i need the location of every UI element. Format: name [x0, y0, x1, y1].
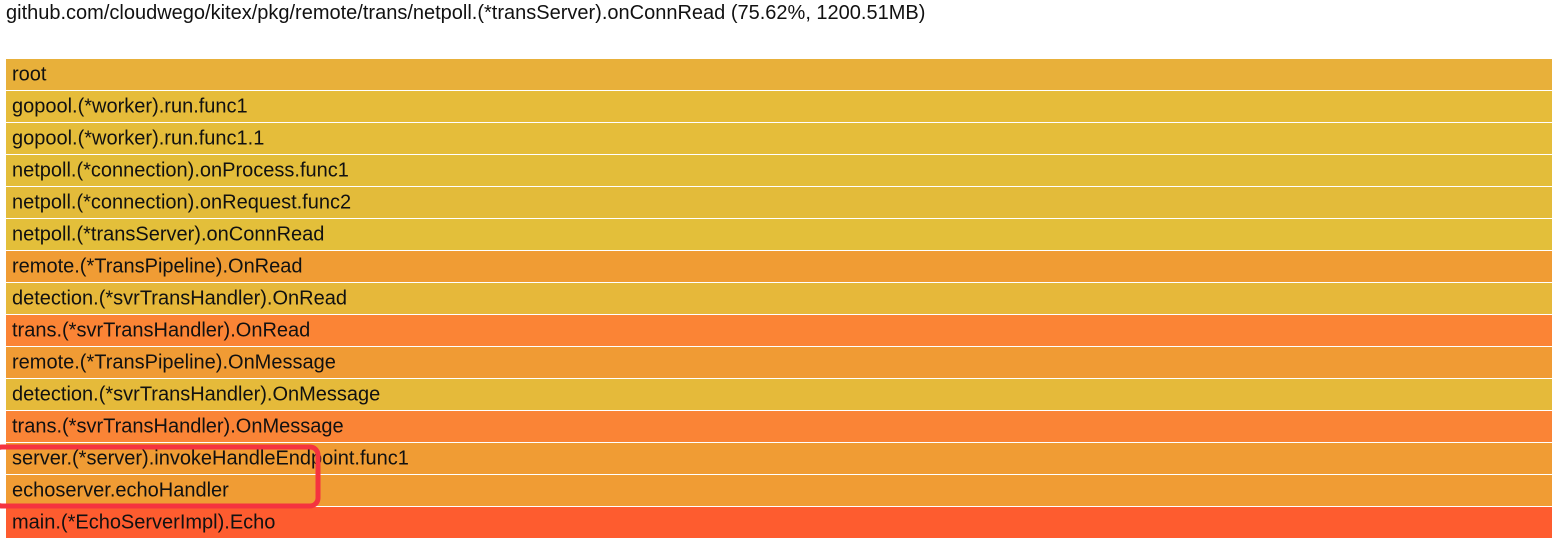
frame-label[interactable]: remote.(*TransPipeline).OnMessage	[12, 351, 336, 373]
frame[interactable]: netpoll.(*connection).onRequest.func2	[6, 187, 1552, 218]
frame-bar[interactable]	[6, 219, 1552, 250]
header-title: github.com/cloudwego/kitex/pkg/remote/tr…	[6, 2, 926, 24]
frame-bar[interactable]	[6, 283, 1552, 314]
frame[interactable]: remote.(*TransPipeline).OnMessage	[6, 347, 1552, 378]
frame-label[interactable]: main.(*EchoServerImpl).Echo	[12, 511, 275, 533]
frame-bar[interactable]	[6, 411, 1552, 442]
frame[interactable]: gopool.(*worker).run.func1	[6, 91, 1552, 122]
frame-label[interactable]: gopool.(*worker).run.func1	[12, 95, 248, 117]
frame-label[interactable]: detection.(*svrTransHandler).OnMessage	[12, 383, 380, 405]
frame[interactable]: main.(*EchoServerImpl).Echo	[6, 507, 1552, 538]
frame-label[interactable]: netpoll.(*connection).onRequest.func2	[12, 191, 351, 213]
frame-label[interactable]: root	[12, 63, 47, 85]
frame[interactable]: netpoll.(*connection).onProcess.func1	[6, 155, 1552, 186]
frame-bar[interactable]	[6, 91, 1552, 122]
frame[interactable]: detection.(*svrTransHandler).OnMessage	[6, 379, 1552, 410]
frame-bar[interactable]	[6, 187, 1552, 218]
frame-bar[interactable]	[6, 251, 1552, 282]
frame-bar[interactable]	[6, 155, 1552, 186]
frame[interactable]: detection.(*svrTransHandler).OnRead	[6, 283, 1552, 314]
frame-label[interactable]: trans.(*svrTransHandler).OnRead	[12, 319, 310, 341]
frame-bar[interactable]	[6, 123, 1552, 154]
frame-bar[interactable]	[6, 59, 1552, 90]
frame-label[interactable]: remote.(*TransPipeline).OnRead	[12, 255, 303, 277]
frame[interactable]: root	[6, 59, 1552, 90]
frame[interactable]: echoserver.echoHandler	[6, 475, 1552, 506]
frames: root gopool.(*worker).run.func1 gopool.(*w…	[6, 59, 1552, 538]
frame-label[interactable]: netpoll.(*connection).onProcess.func1	[12, 159, 349, 181]
frame-bar[interactable]	[6, 315, 1552, 346]
frame-label[interactable]: detection.(*svrTransHandler).OnRead	[12, 287, 347, 309]
frame-bar[interactable]	[6, 507, 1552, 538]
frame[interactable]: trans.(*svrTransHandler).OnMessage	[6, 411, 1552, 442]
frame-label[interactable]: gopool.(*worker).run.func1.1	[12, 127, 264, 149]
frame[interactable]: trans.(*svrTransHandler).OnRead	[6, 315, 1552, 346]
frame-label[interactable]: netpoll.(*transServer).onConnRead	[12, 223, 324, 245]
frame-label[interactable]: server.(*server).invokeHandleEndpoint.fu…	[12, 447, 409, 469]
highlight-box	[0, 444, 321, 509]
frame[interactable]: netpoll.(*transServer).onConnRead	[6, 219, 1552, 250]
frame-label[interactable]: echoserver.echoHandler	[12, 479, 229, 501]
frame-bar[interactable]	[6, 475, 1552, 506]
frame-label[interactable]: trans.(*svrTransHandler).OnMessage	[12, 415, 344, 437]
frame-bar[interactable]	[6, 347, 1552, 378]
frame-bar[interactable]	[6, 379, 1552, 410]
frame[interactable]: remote.(*TransPipeline).OnRead	[6, 251, 1552, 282]
frame[interactable]: gopool.(*worker).run.func1.1	[6, 123, 1552, 154]
